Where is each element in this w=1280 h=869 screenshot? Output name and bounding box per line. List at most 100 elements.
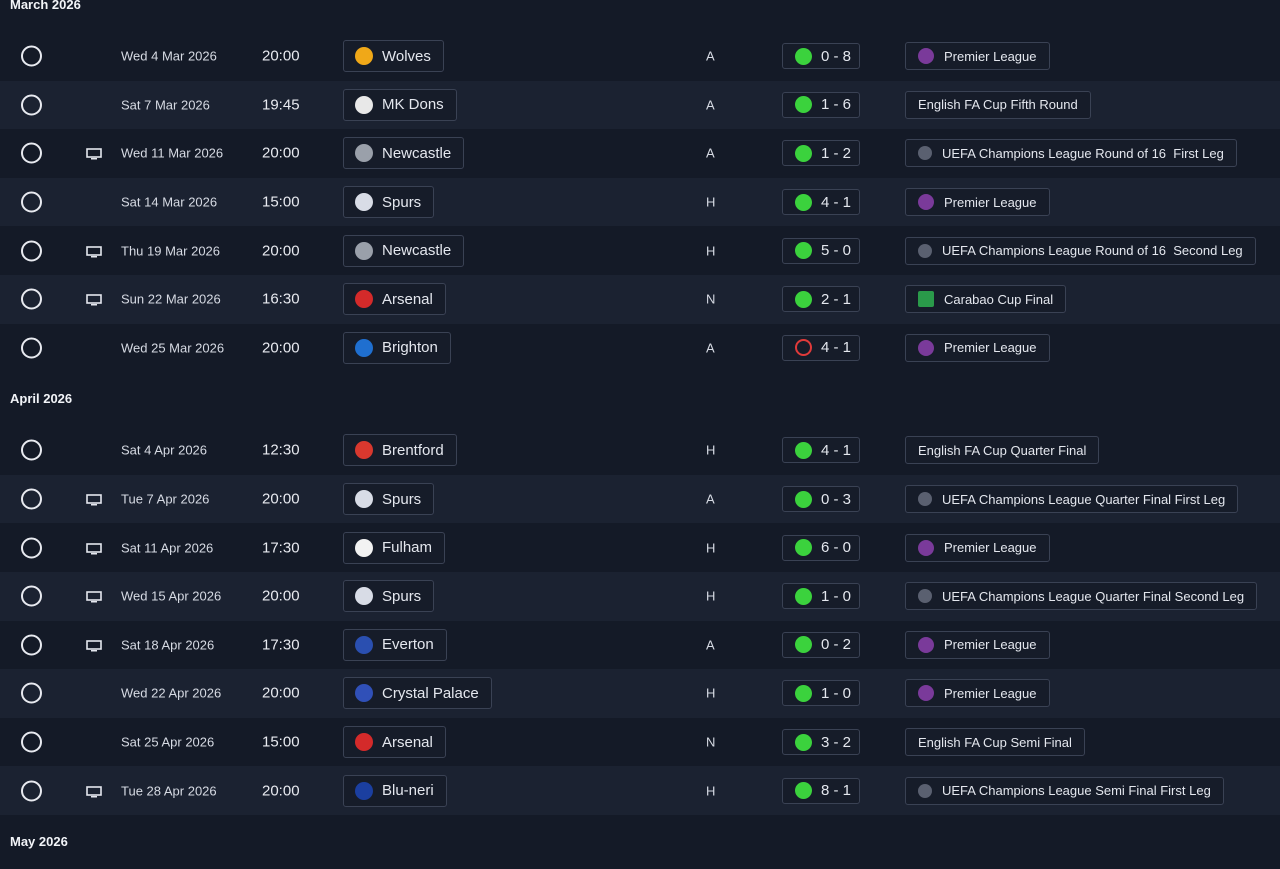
result-box[interactable]: 2 - 1 xyxy=(782,286,860,313)
select-toggle[interactable] xyxy=(21,537,42,559)
opponent-button[interactable]: Arsenal xyxy=(343,726,446,759)
select-toggle[interactable] xyxy=(21,191,42,213)
select-toggle[interactable] xyxy=(21,780,42,802)
fixture-row[interactable]: Wed 11 Mar 2026 20:00 Newcastle A 1 - 2 UEFA … xyxy=(0,129,1280,178)
club-badge xyxy=(355,290,373,309)
fixture-row[interactable]: Sat 14 Mar 2026 15:00 Spurs H 4 - 1 Premier L… xyxy=(0,177,1280,227)
tv-icon xyxy=(86,293,102,306)
select-toggle[interactable] xyxy=(21,634,42,656)
result-box[interactable]: 5 - 0 xyxy=(782,237,860,264)
date: Sat 4 Apr 2026 xyxy=(121,442,208,458)
opponent-button[interactable]: Crystal Palace xyxy=(343,677,492,710)
result-box[interactable]: 8 - 1 xyxy=(782,777,860,804)
result-box[interactable]: 4 - 1 xyxy=(782,437,860,464)
competition-button[interactable]: Premier League xyxy=(905,333,1050,362)
select-toggle[interactable] xyxy=(21,585,42,607)
competition-button[interactable]: Premier League xyxy=(905,188,1050,217)
select-toggle[interactable] xyxy=(21,337,42,359)
opponent-button[interactable]: Fulham xyxy=(343,531,446,564)
competition-button[interactable]: UEFA Champions League Quarter Final Seco… xyxy=(905,582,1258,611)
result-box[interactable]: 0 - 3 xyxy=(782,486,860,513)
competition-button[interactable]: Carabao Cup Final xyxy=(905,285,1067,314)
result-indicator xyxy=(795,441,812,459)
fixture-row[interactable]: Wed 25 Mar 2026 20:00 Brighton A 4 - 1 Premie… xyxy=(0,324,1280,373)
fixture-row[interactable]: Tue 28 Apr 2026 20:00 Blu-neri H 8 - 1 UEFA C… xyxy=(0,766,1280,815)
fixture-row[interactable]: Sat 25 Apr 2026 15:00 Arsenal N 3 - 2 English… xyxy=(0,718,1280,767)
result-box[interactable]: 0 - 8 xyxy=(782,43,860,70)
competition-button[interactable]: Premier League xyxy=(905,630,1050,659)
competition-name: Premier League xyxy=(944,540,1037,556)
fixture-row[interactable]: Sun 22 Mar 2026 16:30 Arsenal N 2 - 1 Carabao… xyxy=(0,274,1280,324)
select-toggle[interactable] xyxy=(21,94,42,116)
competition-button[interactable]: English FA Cup Fifth Round xyxy=(905,90,1091,119)
result-box[interactable]: 3 - 2 xyxy=(782,729,860,756)
competition-name: Carabao Cup Final xyxy=(944,291,1054,307)
opponent-button[interactable]: Blu-neri xyxy=(343,774,447,807)
result-indicator xyxy=(795,144,812,162)
fixture-row[interactable]: Wed 22 Apr 2026 20:00 Crystal Palace H 1 - 0… xyxy=(0,669,1280,718)
date: Wed 4 Mar 2026 xyxy=(121,48,217,64)
opponent-button[interactable]: Newcastle xyxy=(343,137,465,170)
competition-button[interactable]: UEFA Champions League Quarter Final Firs… xyxy=(905,485,1239,514)
venue: A xyxy=(706,637,715,653)
result-box[interactable]: 4 - 1 xyxy=(782,334,860,361)
opponent-name: Everton xyxy=(382,636,434,654)
opponent-button[interactable]: Wolves xyxy=(343,40,444,73)
opponent-button[interactable]: Spurs xyxy=(343,483,435,516)
competition-button[interactable]: English FA Cup Semi Final xyxy=(905,728,1085,757)
opponent-name: Blu-neri xyxy=(382,782,434,800)
fixture-row[interactable]: Sat 7 Mar 2026 19:45 MK Dons A 1 - 6 English … xyxy=(0,80,1280,130)
result-box[interactable]: 1 - 6 xyxy=(782,91,860,118)
fixture-row[interactable]: Wed 15 Apr 2026 20:00 Spurs H 1 - 0 UEFA Cham… xyxy=(0,571,1280,621)
opponent-button[interactable]: Arsenal xyxy=(343,283,446,316)
result-box[interactable]: 0 - 2 xyxy=(782,631,860,658)
competition-button[interactable]: English FA Cup Quarter Final xyxy=(905,436,1100,465)
competition-button[interactable]: Premier League xyxy=(905,533,1050,562)
fixture-row[interactable]: Sat 4 Apr 2026 12:30 Brentford H 4 - 1 Englis… xyxy=(0,426,1280,475)
result-score: 1 - 0 xyxy=(821,684,852,702)
fixture-row[interactable]: Sat 18 Apr 2026 17:30 Everton A 0 - 2 Premier… xyxy=(0,621,1280,670)
opponent-button[interactable]: Brighton xyxy=(343,331,451,364)
select-toggle[interactable] xyxy=(21,682,42,704)
opponent-button[interactable]: Spurs xyxy=(343,580,435,613)
select-toggle[interactable] xyxy=(21,488,42,510)
competition-button[interactable]: UEFA Champions League Round of 16 Second… xyxy=(905,236,1256,265)
competition-button[interactable]: UEFA Champions League Round of 16 First … xyxy=(905,139,1237,168)
result-score: 0 - 8 xyxy=(821,47,852,65)
result-box[interactable]: 4 - 1 xyxy=(782,189,860,216)
fixture-row[interactable]: Sat 11 Apr 2026 17:30 Fulham H 6 - 0 Premier … xyxy=(0,523,1280,572)
competition-button[interactable]: Premier League xyxy=(905,679,1050,708)
result-score: 1 - 0 xyxy=(821,587,852,605)
result-box[interactable]: 1 - 0 xyxy=(782,583,860,610)
result-score: 4 - 1 xyxy=(821,193,852,211)
result-score: 1 - 6 xyxy=(821,96,852,114)
select-toggle[interactable] xyxy=(21,288,42,310)
select-toggle[interactable] xyxy=(21,439,42,461)
competition-icon xyxy=(918,339,934,356)
opponent-button[interactable]: Spurs xyxy=(343,186,435,219)
opponent-button[interactable]: Brentford xyxy=(343,434,457,467)
select-toggle[interactable] xyxy=(21,240,42,262)
select-toggle[interactable] xyxy=(21,142,42,164)
opponent-button[interactable]: MK Dons xyxy=(343,88,457,121)
fixture-row[interactable]: Thu 19 Mar 2026 20:00 Newcastle H 5 - 0 UEFA … xyxy=(0,226,1280,275)
competition-button[interactable]: UEFA Champions League Semi Final First L… xyxy=(905,776,1224,805)
opponent-button[interactable]: Newcastle xyxy=(343,234,465,267)
fixture-row[interactable]: Tue 7 Apr 2026 20:00 Spurs A 0 - 3 UEFA Champ… xyxy=(0,474,1280,524)
opponent-name: Crystal Palace xyxy=(382,684,479,702)
result-score: 2 - 1 xyxy=(821,290,852,308)
opponent-name: Wolves xyxy=(382,47,431,65)
result-box[interactable]: 6 - 0 xyxy=(782,534,860,561)
opponent-button[interactable]: Everton xyxy=(343,628,447,661)
fixture-row[interactable]: Wed 4 Mar 2026 20:00 Wolves A 0 - 8 Premier L… xyxy=(0,32,1280,81)
competition-button[interactable]: Premier League xyxy=(905,42,1050,71)
venue: H xyxy=(706,783,716,799)
select-toggle[interactable] xyxy=(21,731,42,753)
competition-name: UEFA Champions League Round of 16 First … xyxy=(942,145,1224,161)
result-box[interactable]: 1 - 2 xyxy=(782,140,860,167)
club-badge xyxy=(355,490,373,509)
select-toggle[interactable] xyxy=(21,45,42,67)
time: 17:30 xyxy=(262,636,300,654)
result-box[interactable]: 1 - 0 xyxy=(782,680,860,707)
time: 20:00 xyxy=(262,684,300,702)
